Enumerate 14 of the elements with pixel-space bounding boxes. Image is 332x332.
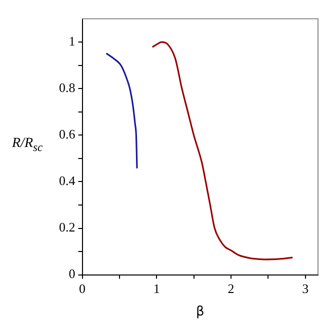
x-tick-label: 0 [79,281,86,296]
y-axis-title: R/R$_{sc}$ [12,136,43,154]
y-tick-label: 0 [68,266,76,282]
y-tick-label: 0.8 [59,80,76,96]
y-tick-label: 0.6 [59,126,76,142]
x-axis-title: β [196,304,204,320]
line-series [106,52,138,169]
y-tick-label: 0.4 [59,173,76,188]
x-tick-label: 2 [228,281,234,296]
line-series [152,41,293,260]
x-tick-label: 3 [302,281,309,296]
x-tick-label: 1 [153,281,160,296]
y-tick-label: 1 [68,33,76,48]
y-tick-label: 0.2 [59,220,76,235]
